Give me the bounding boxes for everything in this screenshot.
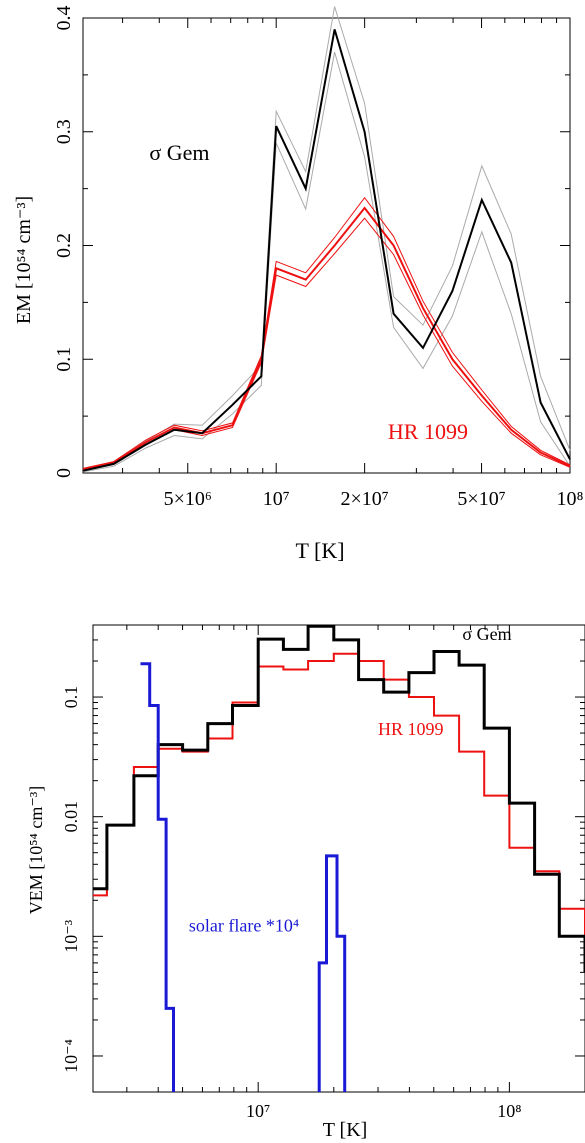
- vem-solar-flare-step: [140, 662, 175, 1092]
- em-x-tick-label: 2×10⁷: [341, 488, 389, 510]
- em-x-tick-label: 10⁷: [263, 488, 290, 510]
- vem-y-tick-label: 0.01: [61, 801, 81, 833]
- vem-annotation: solar flare *10⁴: [189, 915, 299, 935]
- vem-ticks: 10⁷ 10⁸ 0.1 0.01 10⁻³ 10⁻⁴: [61, 624, 585, 1121]
- em-labels: σ Gem HR 1099: [149, 140, 468, 444]
- em-y-tick-label: 0.2: [53, 233, 75, 258]
- em-series-line: [82, 6, 571, 471]
- vem-x-axis-label: T [K]: [323, 1119, 368, 1141]
- vem-y-tick-label: 0.1: [61, 686, 81, 709]
- vem-x-tick-label: 10⁸: [497, 1101, 521, 1121]
- em-series-line: [82, 51, 571, 473]
- em-annotation: σ Gem: [149, 140, 209, 165]
- em-y-axis-label: EM [10⁵⁴ cm⁻³]: [13, 196, 35, 324]
- vem-series-step: [93, 652, 585, 942]
- em-plot-frame: [82, 17, 571, 474]
- em-x-tick-label: 5×10⁷: [457, 488, 505, 510]
- em-annotation: HR 1099: [388, 419, 468, 444]
- em-y-tick-label: 0.3: [53, 119, 75, 144]
- vem-solar-flare-step: [317, 854, 347, 1092]
- em-series-group: [82, 6, 571, 473]
- em-x-tick-label: 10⁸: [557, 488, 584, 510]
- vem-annotation: σ Gem: [462, 624, 511, 644]
- em-y-tick-label: 0.4: [53, 6, 75, 31]
- vem-series-step: [93, 625, 585, 973]
- vem-y-axis-label: VEM [10⁵⁴ cm⁻³]: [26, 786, 46, 914]
- vem-panel: 10⁷ 10⁸ 0.1 0.01 10⁻³ 10⁻⁴ σ Gem HR 1099 solar …: [26, 624, 585, 1141]
- vem-y-tick-label: 10⁻⁴: [61, 1039, 81, 1073]
- em-y-tick-label: 0.1: [53, 347, 75, 372]
- em-panel: 5×10⁶ 10⁷ 2×10⁷ 5×10⁷ 10⁸ 0 0.1 0.2 0.3 0.4 σ Gem…: [13, 6, 584, 564]
- vem-labels: σ Gem HR 1099 solar flare *10⁴: [189, 624, 512, 935]
- em-x-tick-label: 5×10⁶: [164, 488, 212, 510]
- vem-series-group: [93, 625, 585, 1092]
- vem-annotation: HR 1099: [378, 719, 444, 739]
- em-ticks: 5×10⁶ 10⁷ 2×10⁷ 5×10⁷ 10⁸ 0 0.1 0.2 0.3 0.4: [53, 6, 584, 511]
- vem-y-tick-label: 10⁻³: [61, 919, 81, 953]
- em-series-line: [82, 196, 571, 469]
- vem-plot-frame: [92, 624, 585, 1093]
- em-x-axis-label: T [K]: [295, 538, 344, 563]
- vem-x-tick-label: 10⁷: [246, 1101, 270, 1121]
- em-series-line: [82, 29, 571, 472]
- em-series-line: [82, 206, 571, 471]
- em-y-tick-label: 0: [53, 468, 75, 478]
